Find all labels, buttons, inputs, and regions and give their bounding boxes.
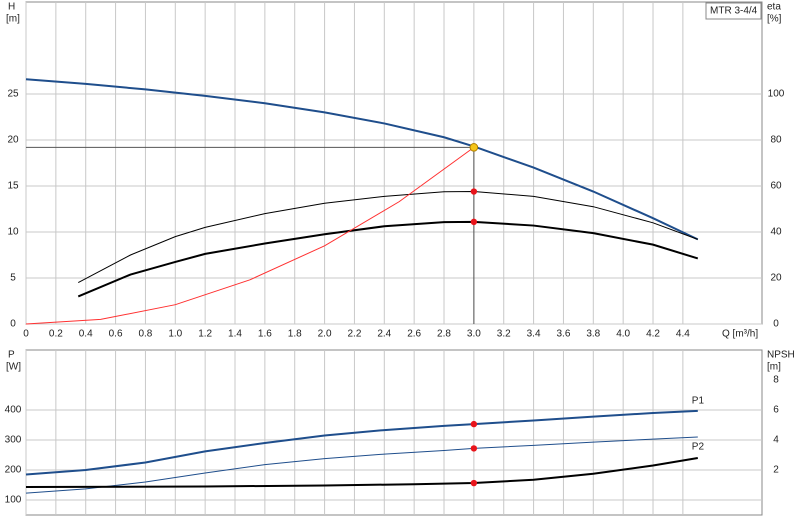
x-tick-label: 1.8 [288, 329, 302, 340]
duty-marker [470, 479, 478, 487]
x-tick-label: 1.6 [258, 329, 272, 340]
series-line [25, 436, 698, 494]
x-tick-label: 2.0 [318, 329, 332, 340]
y-tick-label: 100 [5, 495, 22, 506]
y2-axis-unit: [%] [767, 14, 782, 25]
series-line [77, 220, 699, 298]
y2-tick-label: 2 [773, 465, 779, 476]
y2-tick-label: 0 [773, 319, 779, 330]
plot-area [25, 1, 763, 325]
x-tick-label: 2.6 [407, 329, 421, 340]
x-axis-label: Q [m³/h] [722, 329, 758, 340]
x-tick-label: 4.4 [676, 329, 690, 340]
x-tick-label: 1.2 [198, 329, 212, 340]
y-tick-label: 300 [5, 435, 22, 446]
y2-axis-label: NPSH [767, 350, 795, 361]
y2-tick-label: 20 [770, 273, 782, 284]
y-tick-label: 15 [7, 181, 19, 192]
legend-box [705, 2, 762, 20]
x-tick-label: 3.4 [527, 329, 541, 340]
x-tick-label: 4.0 [616, 329, 630, 340]
y2-axis-label: eta [767, 2, 781, 13]
y-tick-label: 400 [5, 405, 22, 416]
series-line [25, 409, 698, 476]
x-tick-label: 1.4 [228, 329, 242, 340]
y-axis-unit: [m] [6, 14, 20, 25]
y-tick-label: 20 [7, 135, 19, 146]
y2-tick-label: 100 [768, 89, 785, 100]
x-tick-label: 3.2 [497, 329, 511, 340]
y2-tick-label: 80 [770, 135, 782, 146]
x-tick-label: 3.6 [556, 329, 570, 340]
y-tick-label: 5 [10, 273, 16, 284]
x-tick-label: 2.8 [437, 329, 451, 340]
y-axis-label: P [8, 350, 15, 361]
y2-tick-label: 60 [770, 181, 782, 192]
x-tick-label: 0.4 [79, 329, 93, 340]
y-tick-label: 10 [7, 227, 19, 238]
plot-area [25, 349, 763, 516]
duty-marker [470, 420, 478, 428]
series-line [25, 78, 699, 241]
y2-tick-label: 40 [770, 227, 782, 238]
duty-marker [470, 445, 478, 452]
y2-tick-label: 4 [773, 435, 779, 446]
y-tick-label: 25 [7, 89, 19, 100]
y-axis-label: H [8, 2, 15, 13]
y-tick-label: 0 [10, 319, 16, 330]
x-tick-label: 1.0 [168, 329, 182, 340]
x-tick-label: 3.8 [586, 329, 600, 340]
duty-point [469, 143, 479, 152]
x-tick-label: 2.4 [377, 329, 391, 340]
x-tick-label: 0 [23, 329, 29, 340]
x-tick-label: 0.2 [49, 329, 63, 340]
x-tick-label: 3.0 [467, 329, 481, 340]
duty-marker [470, 188, 478, 195]
x-tick-label: 0.6 [109, 329, 123, 340]
series-label: P1 [692, 396, 705, 407]
series-label: P2 [692, 442, 705, 453]
y-tick-label: 200 [5, 465, 22, 476]
x-tick-label: 2.2 [347, 329, 361, 340]
duty-marker [470, 218, 478, 226]
y-axis-unit: [W] [6, 362, 21, 373]
y2-axis-unit: [m] [767, 362, 781, 373]
series-line [78, 191, 698, 284]
x-tick-label: 0.8 [138, 329, 152, 340]
x-tick-label: 4.2 [646, 329, 660, 340]
y2-tick-label: 8 [773, 375, 779, 386]
legend-title: MTR 3-4/4 [710, 6, 758, 17]
series-line [25, 146, 475, 325]
y2-tick-label: 6 [773, 405, 779, 416]
